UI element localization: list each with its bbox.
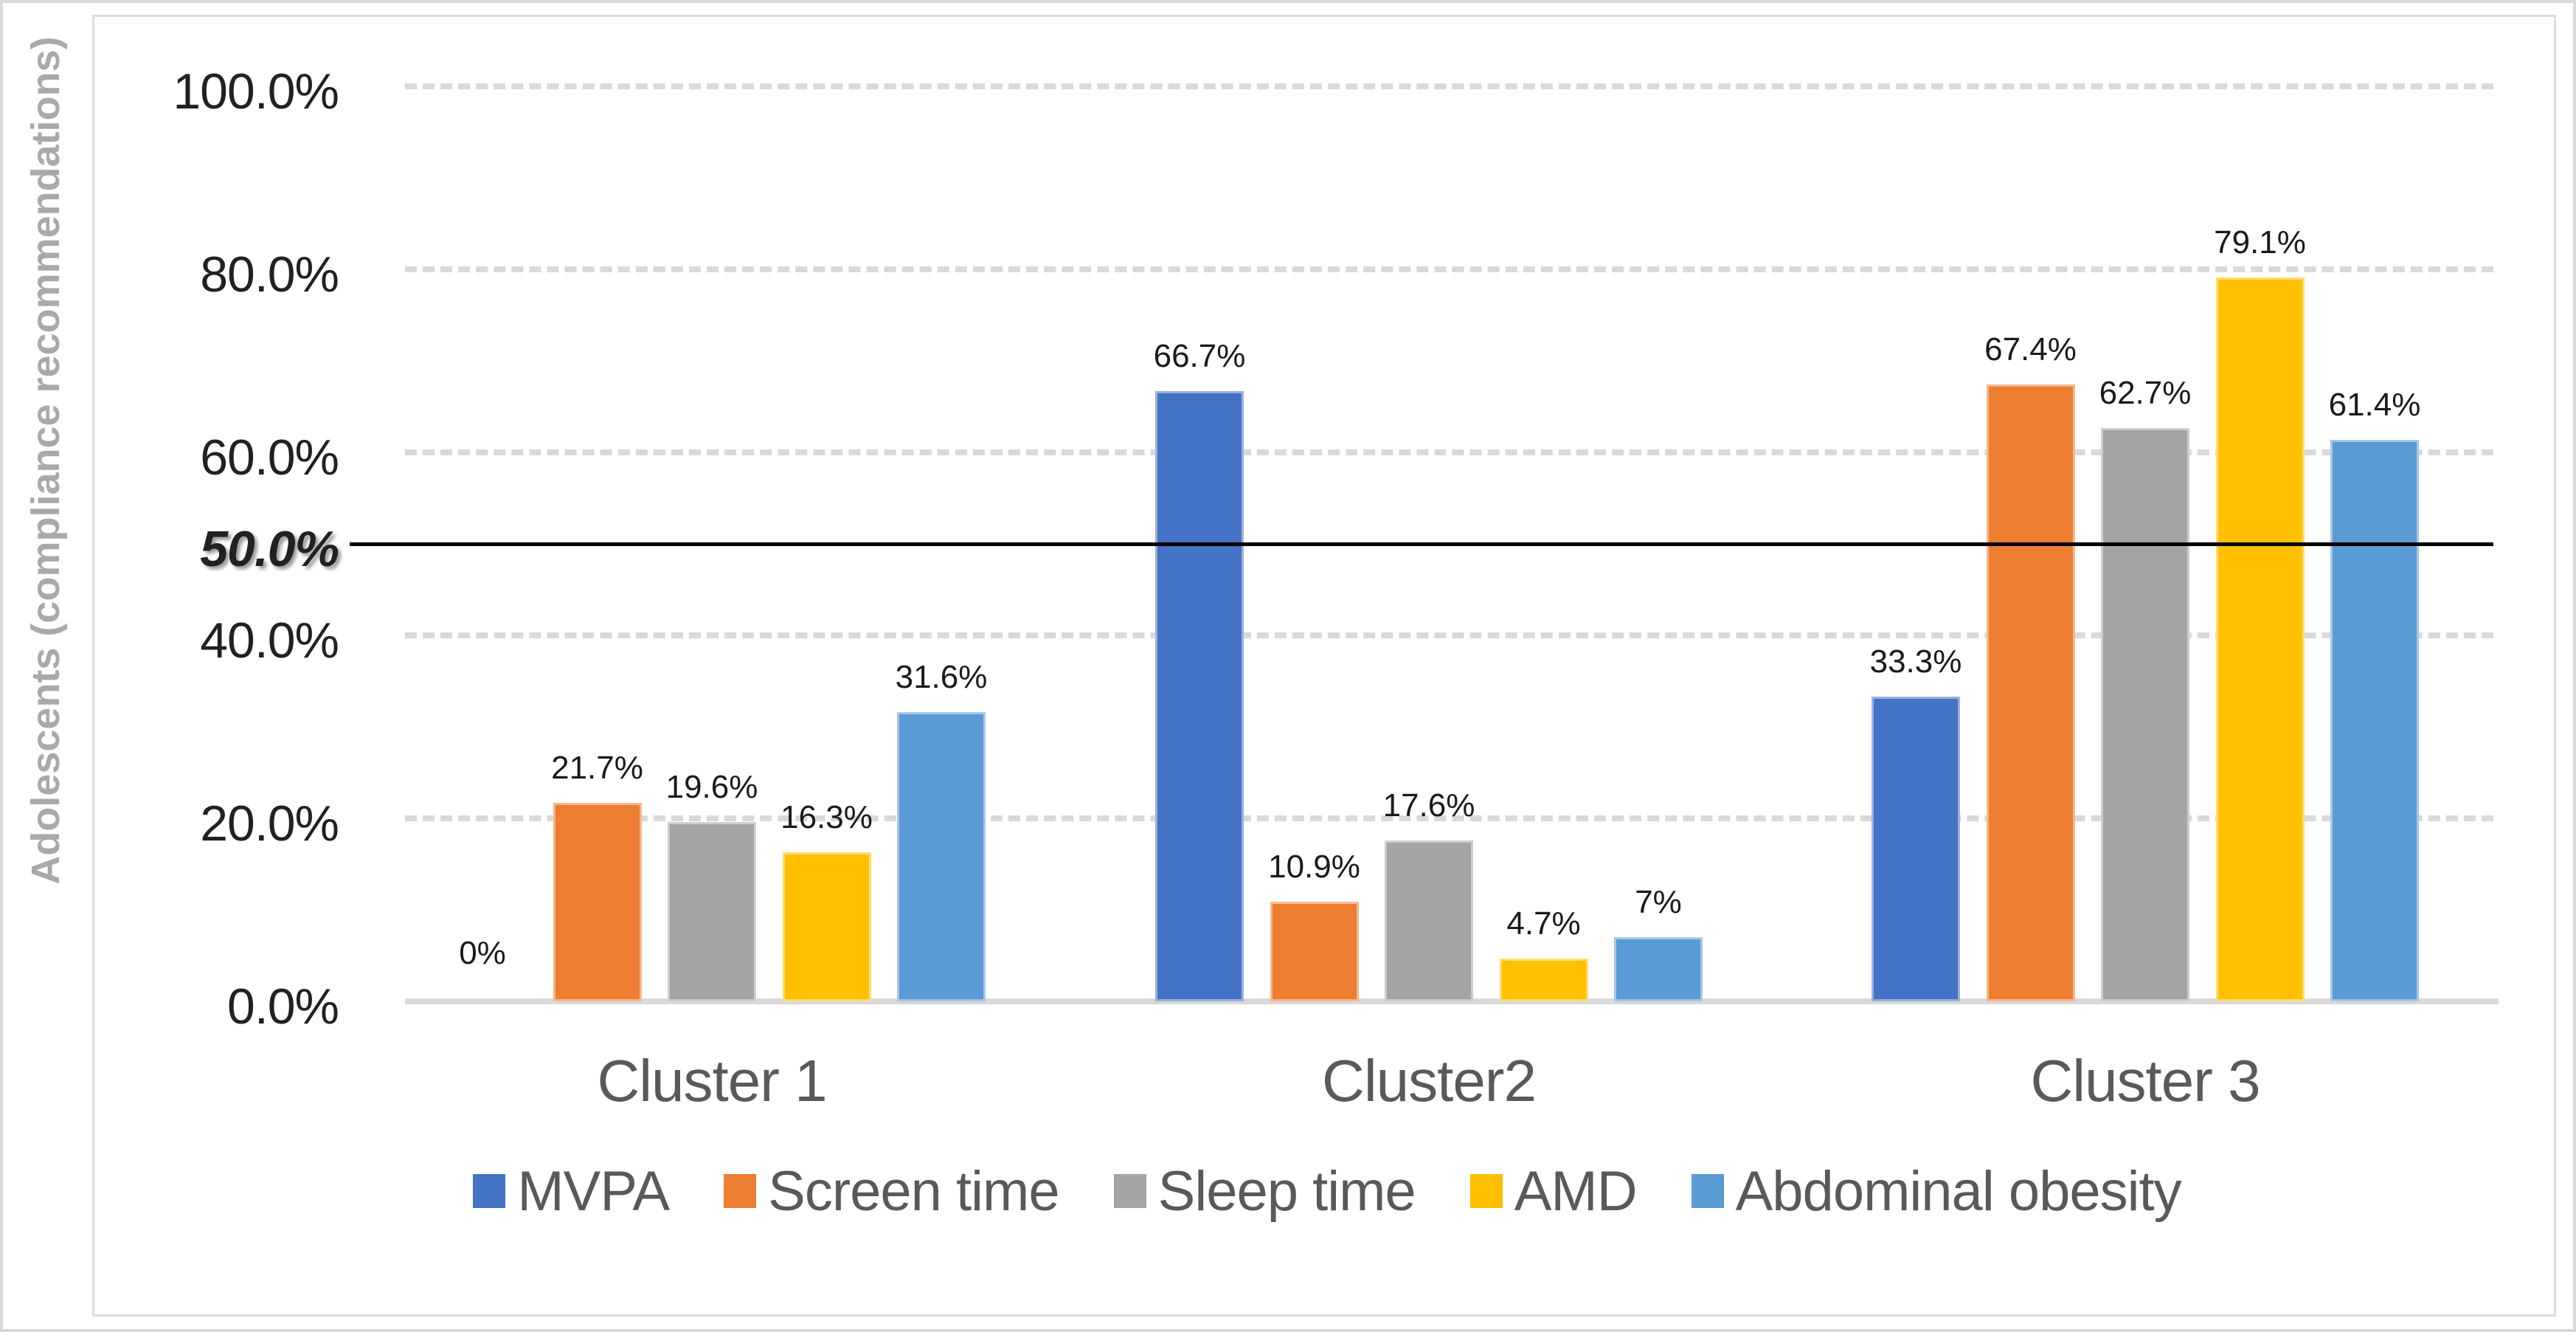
legend-swatch-icon bbox=[1113, 1174, 1146, 1208]
x-category-label-3: Cluster 3 bbox=[2030, 1048, 2260, 1114]
bar-slot: 0% bbox=[438, 86, 527, 1001]
y-tick-label-40.0pct: 40.0% bbox=[200, 612, 339, 669]
data-label: 61.4% bbox=[2328, 386, 2421, 423]
bar-screen-time bbox=[553, 802, 642, 1001]
bar-slot: 21.7% bbox=[551, 86, 643, 1001]
data-label: 62.7% bbox=[2099, 374, 2192, 411]
bar-amd bbox=[2215, 277, 2305, 1001]
bar-group-1: 0% 21.7% 19.6% 16.3% 31.6% bbox=[438, 86, 987, 1001]
bar-amd bbox=[1499, 958, 1588, 1001]
bar-abdominal-obesity bbox=[897, 712, 986, 1001]
bar-screen-time bbox=[1270, 901, 1359, 1001]
gridline-40 bbox=[405, 632, 2493, 638]
legend-label: Sleep time bbox=[1157, 1159, 1416, 1223]
bar-slot: 17.6% bbox=[1383, 86, 1475, 1001]
legend-label: Abdominal obesity bbox=[1735, 1159, 2182, 1223]
data-label: 16.3% bbox=[780, 798, 873, 835]
legend-swatch-icon bbox=[1691, 1174, 1724, 1208]
legend-label: Screen time bbox=[768, 1159, 1059, 1223]
data-label: 0% bbox=[459, 935, 506, 971]
legend-label: AMD bbox=[1514, 1159, 1638, 1223]
x-category-label-2: Cluster2 bbox=[1322, 1048, 1537, 1114]
data-label: 66.7% bbox=[1153, 337, 1246, 374]
x-category-label-1: Cluster 1 bbox=[597, 1048, 827, 1114]
legend-item-sleep-time: Sleep time bbox=[1113, 1159, 1416, 1224]
y-tick-label-80.0pct: 80.0% bbox=[200, 246, 339, 303]
data-label: 33.3% bbox=[1869, 643, 1962, 680]
bar-sleep-time bbox=[1385, 840, 1473, 1001]
reference-line-50pct bbox=[350, 542, 2493, 546]
legend-swatch-icon bbox=[1469, 1174, 1503, 1208]
data-label: 17.6% bbox=[1382, 787, 1475, 824]
bar-slot: 16.3% bbox=[780, 86, 873, 1001]
data-label: 19.6% bbox=[665, 768, 758, 805]
bar-slot: 4.7% bbox=[1499, 86, 1588, 1001]
legend-item-screen-time: Screen time bbox=[724, 1159, 1060, 1224]
bar-slot: 10.9% bbox=[1268, 86, 1360, 1001]
data-label: 31.6% bbox=[895, 659, 988, 696]
legend: MVPA Screen time Sleep time AMD Abdominal ob… bbox=[95, 1150, 2559, 1232]
bar-slot: 62.7% bbox=[2099, 86, 2191, 1001]
bar-abdominal-obesity bbox=[1614, 937, 1703, 1001]
legend-item-amd: AMD bbox=[1469, 1159, 1638, 1224]
data-label: 21.7% bbox=[551, 749, 643, 786]
bar-amd bbox=[782, 852, 871, 1001]
y-tick-label-60.0pct: 60.0% bbox=[200, 429, 339, 486]
bar-group-2: 66.7% 10.9% 17.6% 4.7% 7% bbox=[1154, 86, 1703, 1001]
bar-slot: 61.4% bbox=[2329, 86, 2420, 1001]
legend-swatch-icon bbox=[724, 1174, 757, 1208]
y-tick-label-0.0pct: 0.0% bbox=[227, 979, 339, 1035]
bar-sleep-time bbox=[2101, 427, 2189, 1001]
bar-sleep-time bbox=[668, 821, 756, 1001]
bar-slot: 33.3% bbox=[1870, 86, 1962, 1001]
bar-mvpa bbox=[1872, 697, 1960, 1001]
gridline-20 bbox=[405, 815, 2493, 821]
gridline-80 bbox=[405, 266, 2493, 272]
legend-item-abdominal-obesity: Abdominal obesity bbox=[1691, 1159, 2182, 1224]
gridline-100 bbox=[405, 83, 2493, 89]
x-axis-line bbox=[405, 998, 2499, 1004]
bar-slot: 7% bbox=[1614, 86, 1703, 1001]
bar-slot: 31.6% bbox=[896, 86, 987, 1001]
gridline-60 bbox=[405, 449, 2493, 455]
y-tick-label-100.0pct: 100.0% bbox=[173, 63, 339, 120]
y-tick-label-20.0pct: 20.0% bbox=[200, 796, 339, 852]
bar-group-3: 33.3% 67.4% 62.7% 79.1% 61.4% bbox=[1870, 86, 2420, 1001]
legend-item-mvpa: MVPA bbox=[473, 1159, 670, 1224]
bar-slot: 79.1% bbox=[2214, 86, 2306, 1001]
bar-slot: 19.6% bbox=[666, 86, 758, 1001]
legend-swatch-icon bbox=[473, 1174, 506, 1208]
data-label: 4.7% bbox=[1506, 905, 1581, 942]
data-label: 7% bbox=[1635, 884, 1682, 921]
y-tick-label-50.0pct: 50.0% bbox=[200, 521, 339, 577]
bar-slot: 66.7% bbox=[1154, 86, 1245, 1001]
bar-screen-time bbox=[1986, 384, 2075, 1001]
bar-mvpa bbox=[1155, 390, 1244, 1001]
bar-slot: 67.4% bbox=[1984, 86, 2077, 1001]
bar-abdominal-obesity bbox=[2330, 439, 2419, 1001]
data-label: 79.1% bbox=[2214, 224, 2306, 261]
data-label: 10.9% bbox=[1268, 848, 1360, 885]
legend-label: MVPA bbox=[517, 1159, 670, 1223]
data-label: 67.4% bbox=[1984, 331, 2077, 368]
plot-area: 0% 21.7% 19.6% 16.3% 31.6% 66.7% 10.9% 17.6% 4.7… bbox=[350, 83, 2499, 1004]
